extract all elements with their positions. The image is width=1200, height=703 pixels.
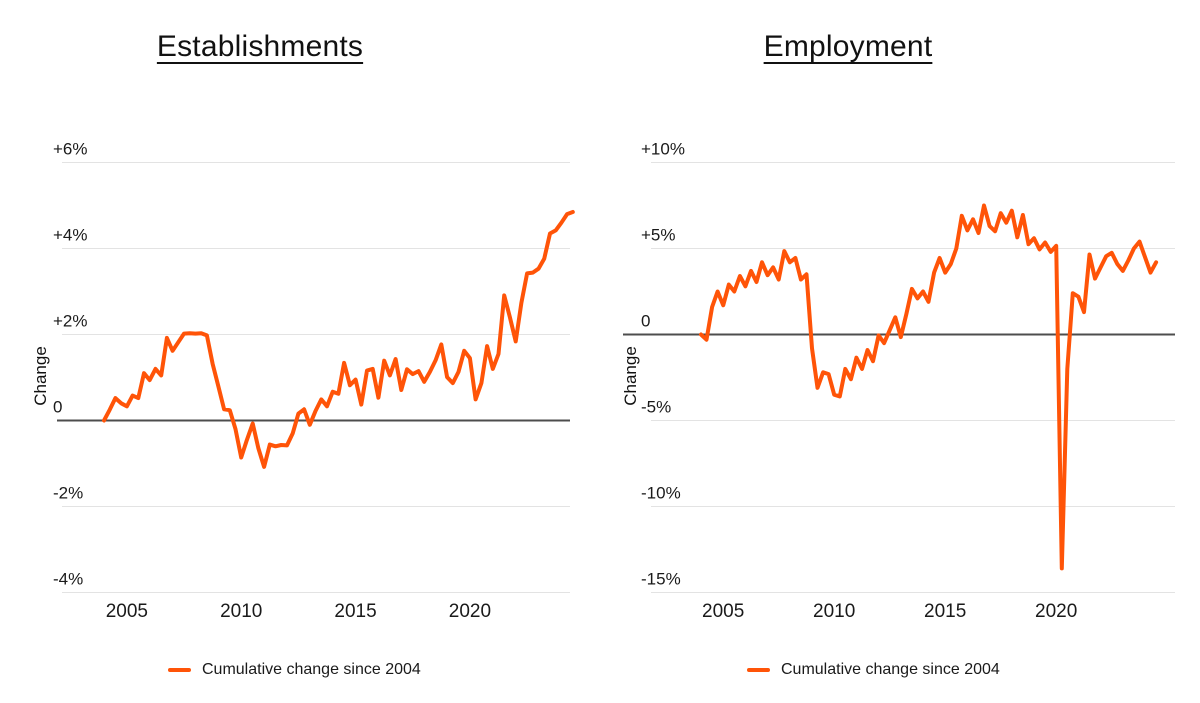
y-tick-label: +4% xyxy=(53,226,88,245)
chart-employment: +10% +5% 0 -5% -10% -15% 2005 2010 2015 2020 xyxy=(623,140,1175,622)
chart-establishments: +6% +4% +2% 0 -2% -4% 2005 2010 2015 2020 xyxy=(53,140,575,622)
y-tick-label: -15% xyxy=(641,570,681,589)
legend-label: Cumulative change since 2004 xyxy=(781,661,1000,678)
x-tick-label: 2015 xyxy=(334,601,376,622)
y-axis-label-change-left: Change xyxy=(31,346,50,406)
y-tick-label: 0 xyxy=(641,312,650,331)
y-tick-label: +2% xyxy=(53,312,88,331)
legend-line-swatch xyxy=(168,668,191,672)
x-tick-label: 2010 xyxy=(220,601,262,622)
y-tick-label: +6% xyxy=(53,140,88,159)
legend-left: Cumulative change since 2004 xyxy=(168,661,421,679)
x-tick-label: 2015 xyxy=(924,601,966,622)
y-tick-label: +10% xyxy=(641,140,685,159)
y-tick-label: -2% xyxy=(53,484,83,503)
chart-title-establishments: Establishments xyxy=(156,30,364,63)
x-tick-label: 2005 xyxy=(106,601,148,622)
y-tick-label: 0 xyxy=(53,398,62,417)
y-tick-label: -5% xyxy=(641,398,671,417)
x-tick-label: 2020 xyxy=(1035,601,1077,622)
legend-line-swatch xyxy=(747,668,770,672)
x-tick-label: 2010 xyxy=(813,601,855,622)
chart-title-employment: Employment xyxy=(763,30,933,63)
series-line-cumulative-change xyxy=(102,210,575,469)
y-axis-label-change-right: Change xyxy=(621,346,640,406)
legend-label: Cumulative change since 2004 xyxy=(202,661,421,678)
y-tick-label: -4% xyxy=(53,570,83,589)
legend-right: Cumulative change since 2004 xyxy=(747,661,1000,679)
y-tick-label: -10% xyxy=(641,484,681,503)
x-tick-label: 2020 xyxy=(449,601,491,622)
x-tick-label: 2005 xyxy=(702,601,744,622)
y-tick-label: +5% xyxy=(641,226,676,245)
series-line-cumulative-change xyxy=(699,203,1159,571)
